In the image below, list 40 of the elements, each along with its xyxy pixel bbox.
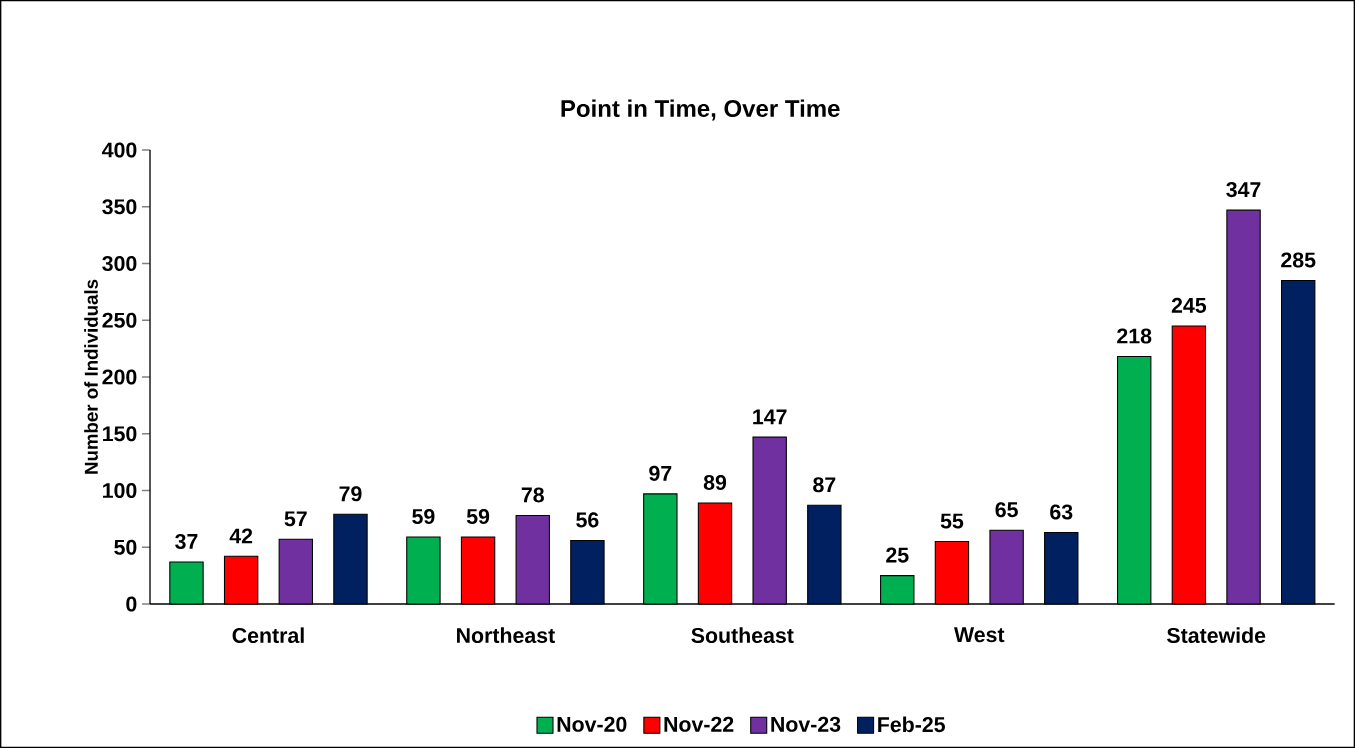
data-label: 25 [886,547,909,563]
legend-label: Nov-23 [771,716,841,732]
data-label: 89 [703,474,727,490]
chart-title: Point in Time, Over Time [561,99,840,121]
data-label: 218 [1117,328,1152,344]
data-label: 55 [940,513,964,529]
data-label: 59 [466,508,490,525]
y-tick-label: 400 [102,142,137,158]
y-axis-title: Number of Individuals [84,279,98,474]
data-label: 63 [1050,504,1073,520]
data-label: 97 [649,465,672,481]
data-label: 245 [1171,297,1207,313]
data-label: 147 [753,409,787,425]
data-label: 87 [813,477,836,493]
legend-label: Nov-20 [557,716,627,732]
x-tick-label: Statewide [1167,627,1266,644]
y-tick-label: 100 [103,482,137,499]
data-label: 57 [284,511,307,527]
y-tick-label: 250 [102,312,137,328]
data-label: 37 [175,533,198,549]
y-tick-label: 200 [102,369,137,385]
y-tick-label: 150 [103,426,137,442]
data-label: 42 [229,528,253,544]
data-label: 65 [995,502,1018,518]
y-tick-label: 50 [114,539,137,555]
data-label: 78 [521,487,544,503]
x-tick-label: West [954,627,1005,643]
legend-label: Feb-25 [878,716,945,733]
x-tick-label: Northeast [457,627,555,644]
data-label: 79 [339,486,362,502]
y-tick-label: 0 [126,596,137,612]
data-label: 59 [412,508,435,525]
y-tick-label: 350 [102,199,137,215]
data-label: 347 [1226,182,1261,198]
legend-label: Nov-22 [664,716,734,732]
x-tick-label: Southeast [691,627,794,644]
data-label: 56 [576,512,599,528]
y-tick-label: 300 [102,255,137,272]
x-tick-label: Central [232,627,304,644]
data-label: 285 [1281,252,1316,268]
